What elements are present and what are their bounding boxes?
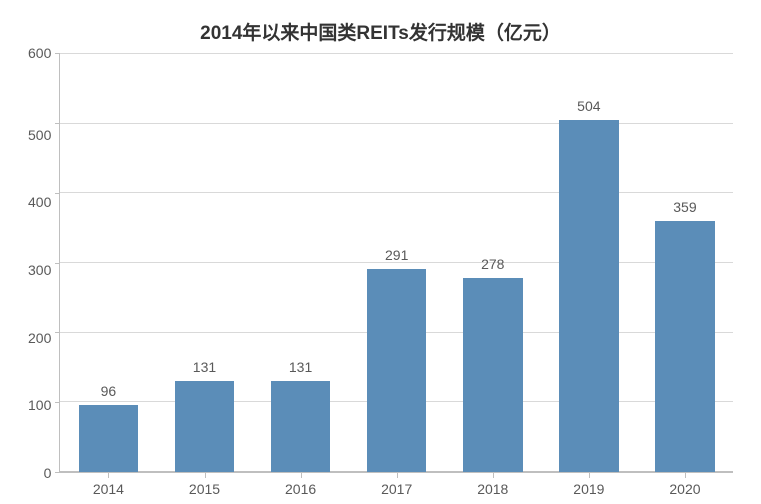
- chart-title: 2014年以来中国类REITs发行规模（亿元）: [28, 18, 733, 45]
- y-tick-label: 400: [28, 195, 51, 209]
- y-tick-label: 300: [28, 263, 51, 277]
- chart-container: 2014年以来中国类REITs发行规模（亿元） 600 500 400 300 200 1…: [0, 0, 761, 504]
- x-tick-label: 2016: [253, 473, 349, 497]
- y-tick-label: 0: [44, 466, 52, 480]
- bar-slot: 359: [637, 53, 733, 472]
- x-tick-label: 2020: [637, 473, 733, 497]
- y-tick-label: 100: [28, 398, 51, 412]
- bar-slot: 131: [253, 53, 349, 472]
- bar-value-label: 359: [673, 199, 696, 215]
- bar: 131: [271, 381, 331, 472]
- bar: 131: [175, 381, 235, 472]
- bar: 96: [79, 405, 139, 472]
- bar-value-label: 96: [101, 383, 117, 399]
- x-axis: 2014201520162017201820192020: [28, 473, 733, 497]
- bar: 504: [559, 120, 619, 472]
- bar: 278: [463, 278, 523, 472]
- bar: 291: [367, 269, 427, 472]
- bar-slot: 278: [445, 53, 541, 472]
- bar-slot: 131: [156, 53, 252, 472]
- y-tick-label: 200: [28, 331, 51, 345]
- y-tick-label: 500: [28, 128, 51, 142]
- bar-value-label: 131: [193, 359, 216, 375]
- plot-area: 96 131 131 291 278 504 359: [59, 53, 733, 473]
- x-tick-label: 2015: [156, 473, 252, 497]
- bar-slot: 291: [349, 53, 445, 472]
- bars-group: 96 131 131 291 278 504 359: [60, 53, 733, 472]
- bar-slot: 504: [541, 53, 637, 472]
- bar-value-label: 131: [289, 359, 312, 375]
- bar: 359: [655, 221, 715, 472]
- x-tick-label: 2017: [349, 473, 445, 497]
- bar-slot: 96: [60, 53, 156, 472]
- y-tick-label: 600: [28, 46, 51, 60]
- plot-wrap: 6005004003002001000 96131131291278504359: [28, 53, 733, 473]
- bar-value-label: 291: [385, 247, 408, 263]
- x-tick-label: 2019: [541, 473, 637, 497]
- x-tick-label: 2014: [60, 473, 156, 497]
- bar-value-label: 504: [577, 98, 600, 114]
- x-axis-labels: 2014201520162017201820192020: [60, 473, 733, 497]
- bar-value-label: 278: [481, 256, 504, 272]
- x-tick-label: 2018: [445, 473, 541, 497]
